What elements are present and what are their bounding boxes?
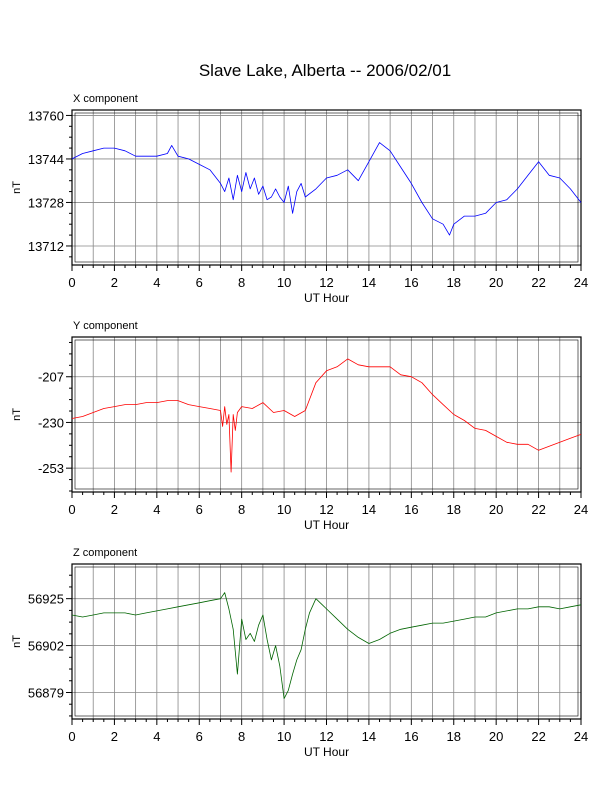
x-tick-label: 2 (111, 729, 118, 744)
x-tick-label: 0 (68, 502, 75, 517)
series-line (71, 358, 582, 473)
panel-label: X component (73, 93, 138, 105)
x-axis-label: UT Hour (304, 291, 349, 305)
x-tick-label: 0 (68, 275, 75, 290)
y-tick-label: 13760 (28, 108, 64, 123)
y-tick-label: 13744 (28, 152, 64, 167)
x-tick-label: 24 (574, 275, 588, 290)
x-tick-label: 6 (196, 275, 203, 290)
y-tick-label: -230 (38, 415, 64, 430)
x-tick-label: 16 (404, 275, 418, 290)
x-tick-label: 18 (447, 729, 461, 744)
x-tick-label: 6 (196, 502, 203, 517)
x-tick-label: 12 (319, 502, 333, 517)
chart-title: Slave Lake, Alberta -- 2006/02/01 (199, 61, 451, 80)
x-tick-label: 20 (489, 502, 503, 517)
x-axis-label: UT Hour (304, 745, 349, 759)
x-tick-label: 18 (447, 275, 461, 290)
y-axis-label: nT (11, 635, 23, 648)
series-line (71, 142, 582, 236)
y-tick-label: -207 (38, 370, 64, 385)
panel-1: 0 2 4 6 8 10 12 14 16 18 20 22 241371213728137441376… (11, 93, 588, 305)
x-tick-label: 2 (111, 502, 118, 517)
panel-label: Y component (73, 320, 138, 332)
x-axis-label: UT Hour (304, 518, 349, 532)
x-tick-label: 20 (489, 729, 503, 744)
plot-frame-inner (74, 112, 579, 263)
y-tick-label: 56879 (28, 685, 64, 700)
x-tick-label: 22 (531, 502, 545, 517)
x-tick-label: 10 (277, 502, 291, 517)
plot-frame-inner (74, 339, 579, 490)
x-tick-label: 12 (319, 275, 333, 290)
x-tick-label: 22 (531, 275, 545, 290)
panel-label: Z component (73, 547, 137, 559)
y-axis-label: nT (11, 408, 23, 421)
y-tick-label: 56902 (28, 639, 64, 654)
y-tick-label: 56925 (28, 592, 64, 607)
x-tick-label: 10 (277, 275, 291, 290)
series-line (71, 592, 582, 699)
x-tick-label: 20 (489, 275, 503, 290)
x-tick-label: 8 (238, 275, 245, 290)
x-tick-label: 8 (238, 502, 245, 517)
x-tick-label: 14 (362, 502, 376, 517)
x-tick-label: 4 (153, 729, 160, 744)
x-tick-label: 24 (574, 729, 588, 744)
x-tick-label: 14 (362, 729, 376, 744)
plot-frame-inner (74, 566, 579, 717)
y-axis-label: nT (11, 181, 23, 194)
x-tick-label: 6 (196, 729, 203, 744)
y-tick-label: 13728 (28, 195, 64, 210)
x-tick-label: 24 (574, 502, 588, 517)
x-tick-label: 18 (447, 502, 461, 517)
x-tick-label: 22 (531, 729, 545, 744)
x-tick-label: 16 (404, 729, 418, 744)
x-tick-label: 16 (404, 502, 418, 517)
x-tick-label: 14 (362, 275, 376, 290)
x-tick-label: 4 (153, 502, 160, 517)
x-tick-label: 12 (319, 729, 333, 744)
y-tick-label: 13712 (28, 239, 64, 254)
x-tick-label: 8 (238, 729, 245, 744)
x-tick-label: 10 (277, 729, 291, 744)
x-tick-label: 2 (111, 275, 118, 290)
x-tick-label: 4 (153, 275, 160, 290)
y-tick-label: -253 (38, 461, 64, 476)
x-tick-label: 0 (68, 729, 75, 744)
